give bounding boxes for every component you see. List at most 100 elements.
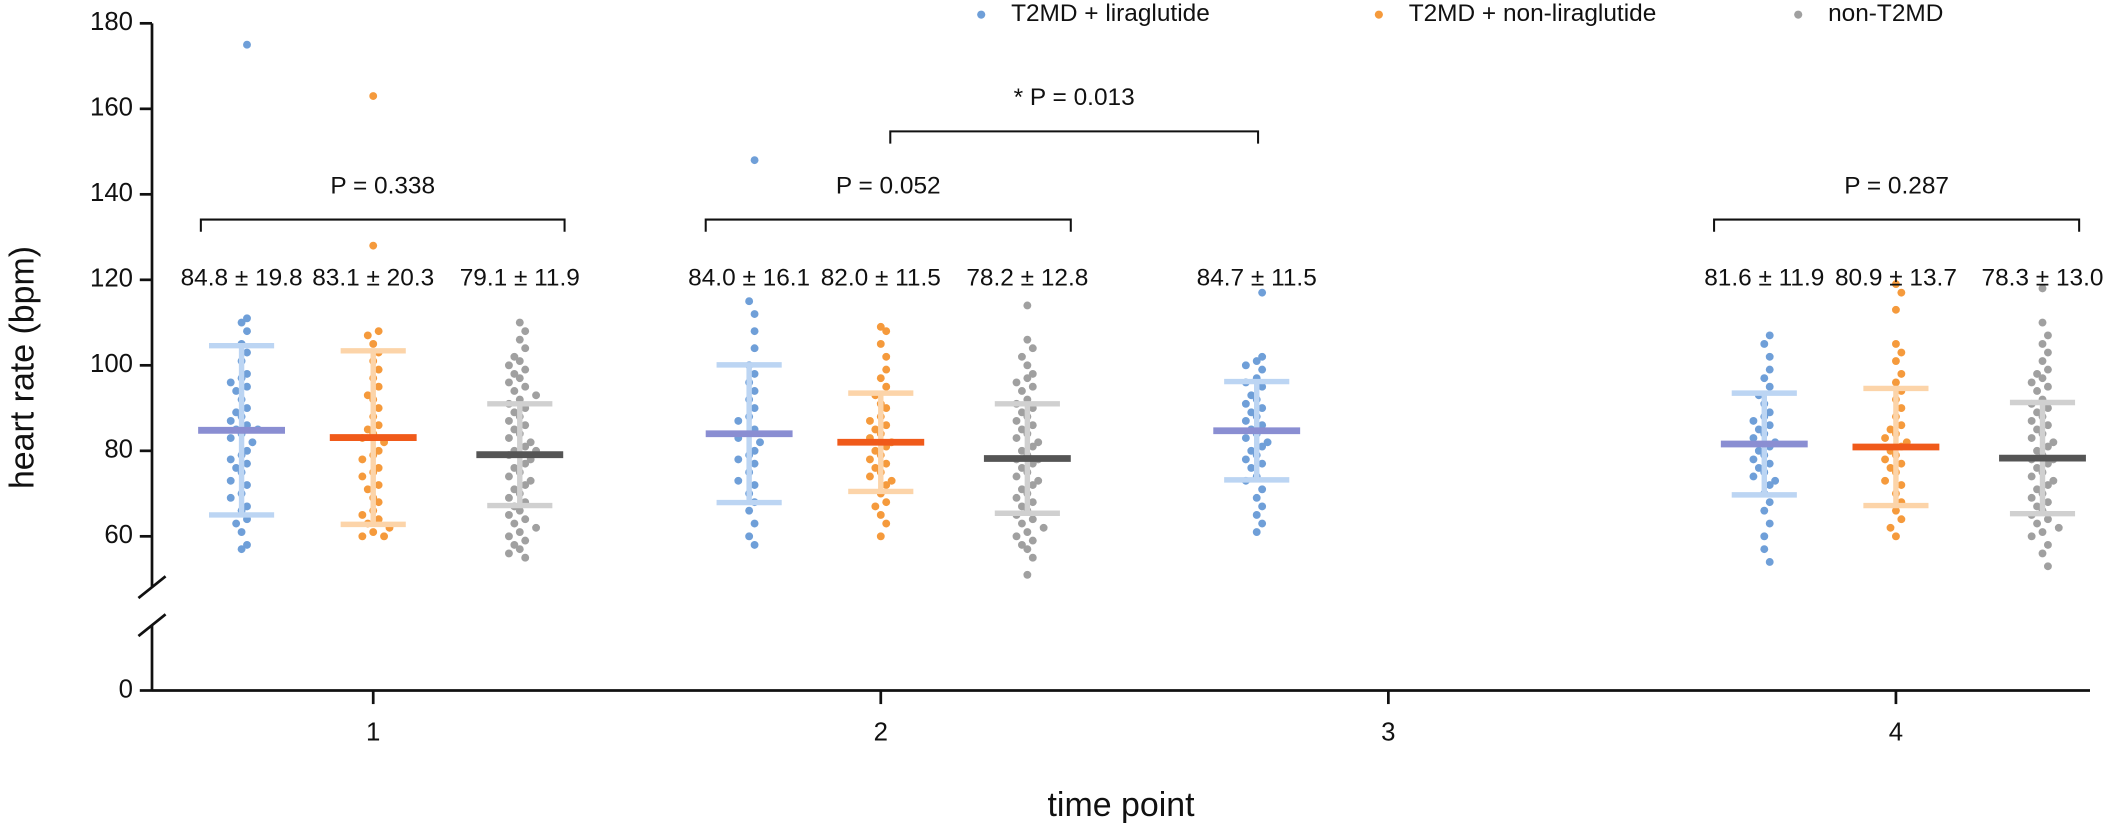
data-point	[1258, 288, 1267, 297]
value-label: 81.6 ± 11.9	[1704, 265, 1824, 292]
data-point	[226, 493, 235, 502]
data-point	[521, 553, 530, 562]
data-point	[226, 434, 235, 442]
data-point	[2043, 382, 2052, 391]
data-point	[363, 425, 372, 434]
data-point	[887, 476, 896, 485]
data-point	[1012, 493, 1021, 502]
data-point	[1765, 365, 1774, 374]
data-point	[734, 416, 743, 425]
data-point	[380, 532, 389, 541]
legend-label: non-T2MD	[1828, 0, 1943, 27]
significance-bracket	[1713, 218, 2081, 232]
data-point	[521, 421, 530, 430]
data-point	[745, 506, 754, 515]
data-point	[526, 476, 535, 485]
y-tick-label: 100	[90, 350, 133, 378]
data-point	[750, 459, 759, 468]
data-point	[1765, 459, 1774, 468]
data-point	[358, 511, 367, 519]
legend-label: T2MD + liraglutide	[1011, 0, 1210, 27]
data-point	[504, 532, 513, 541]
data-point	[1258, 519, 1267, 528]
data-point	[226, 416, 235, 425]
data-point	[865, 455, 874, 464]
data-point	[1760, 545, 1769, 554]
data-point	[248, 438, 257, 447]
data-point	[1028, 481, 1037, 489]
data-point	[882, 481, 891, 489]
data-point	[1891, 378, 1900, 387]
data-point	[2043, 481, 2052, 489]
data-point	[1881, 455, 1890, 464]
data-point	[1754, 446, 1763, 455]
value-label: 82.0 ± 11.5	[821, 265, 941, 292]
x-tick-label: 4	[1889, 719, 1903, 747]
data-point	[1023, 545, 1032, 554]
data-point	[1028, 553, 1037, 562]
data-point	[1028, 536, 1037, 545]
data-point	[2027, 472, 2036, 481]
data-point	[2043, 404, 2052, 413]
data-point	[504, 434, 513, 442]
data-point	[1241, 399, 1250, 408]
data-point	[369, 528, 378, 536]
data-point	[750, 540, 759, 549]
data-point	[1891, 357, 1900, 365]
data-point	[1017, 446, 1026, 455]
data-point	[510, 463, 519, 472]
data-point	[2033, 408, 2042, 417]
data-point	[243, 481, 251, 489]
data-point	[1017, 485, 1026, 494]
data-point	[2033, 387, 2042, 395]
data-point	[756, 438, 764, 447]
data-point	[243, 314, 251, 323]
data-point	[1258, 382, 1267, 391]
data-point	[882, 382, 891, 391]
data-point	[2027, 493, 2036, 502]
value-label: 78.2 ± 12.8	[966, 265, 1088, 292]
data-point	[1258, 421, 1267, 430]
data-point	[1765, 421, 1774, 430]
data-point	[734, 476, 743, 485]
data-point	[1886, 463, 1895, 472]
data-point	[232, 387, 241, 395]
data-point	[2033, 369, 2042, 378]
data-point	[750, 387, 759, 395]
value-label: 84.7 ± 11.5	[1197, 265, 1317, 292]
data-point	[2027, 416, 2036, 425]
data-point	[358, 532, 367, 541]
data-point	[2038, 374, 2047, 383]
data-point	[369, 340, 378, 348]
data-point	[374, 327, 383, 336]
data-point	[1760, 532, 1769, 541]
data-point	[1028, 344, 1037, 353]
data-point	[876, 532, 885, 541]
data-point	[865, 472, 874, 481]
data-point	[504, 472, 513, 481]
data-point	[369, 241, 378, 250]
data-point	[243, 327, 251, 336]
data-point	[1897, 404, 1906, 413]
y-tick-label: 140	[90, 179, 133, 207]
data-point	[1891, 340, 1900, 348]
data-point	[1760, 340, 1769, 348]
data-point	[243, 502, 251, 511]
data-point	[882, 365, 891, 374]
data-point	[882, 327, 891, 336]
value-label: 83.1 ± 20.3	[312, 265, 434, 292]
data-point	[2043, 498, 2052, 507]
data-point	[532, 523, 541, 532]
data-point	[1765, 331, 1774, 340]
data-point	[504, 511, 513, 519]
data-point	[510, 540, 519, 549]
legend-marker	[1374, 10, 1383, 19]
data-point	[1765, 519, 1774, 528]
data-point	[374, 446, 383, 455]
data-point	[882, 421, 891, 430]
data-point	[1017, 519, 1026, 528]
x-tick-label: 1	[366, 719, 380, 747]
data-point	[2043, 540, 2052, 549]
data-point	[374, 404, 383, 413]
legend-marker	[977, 10, 986, 19]
